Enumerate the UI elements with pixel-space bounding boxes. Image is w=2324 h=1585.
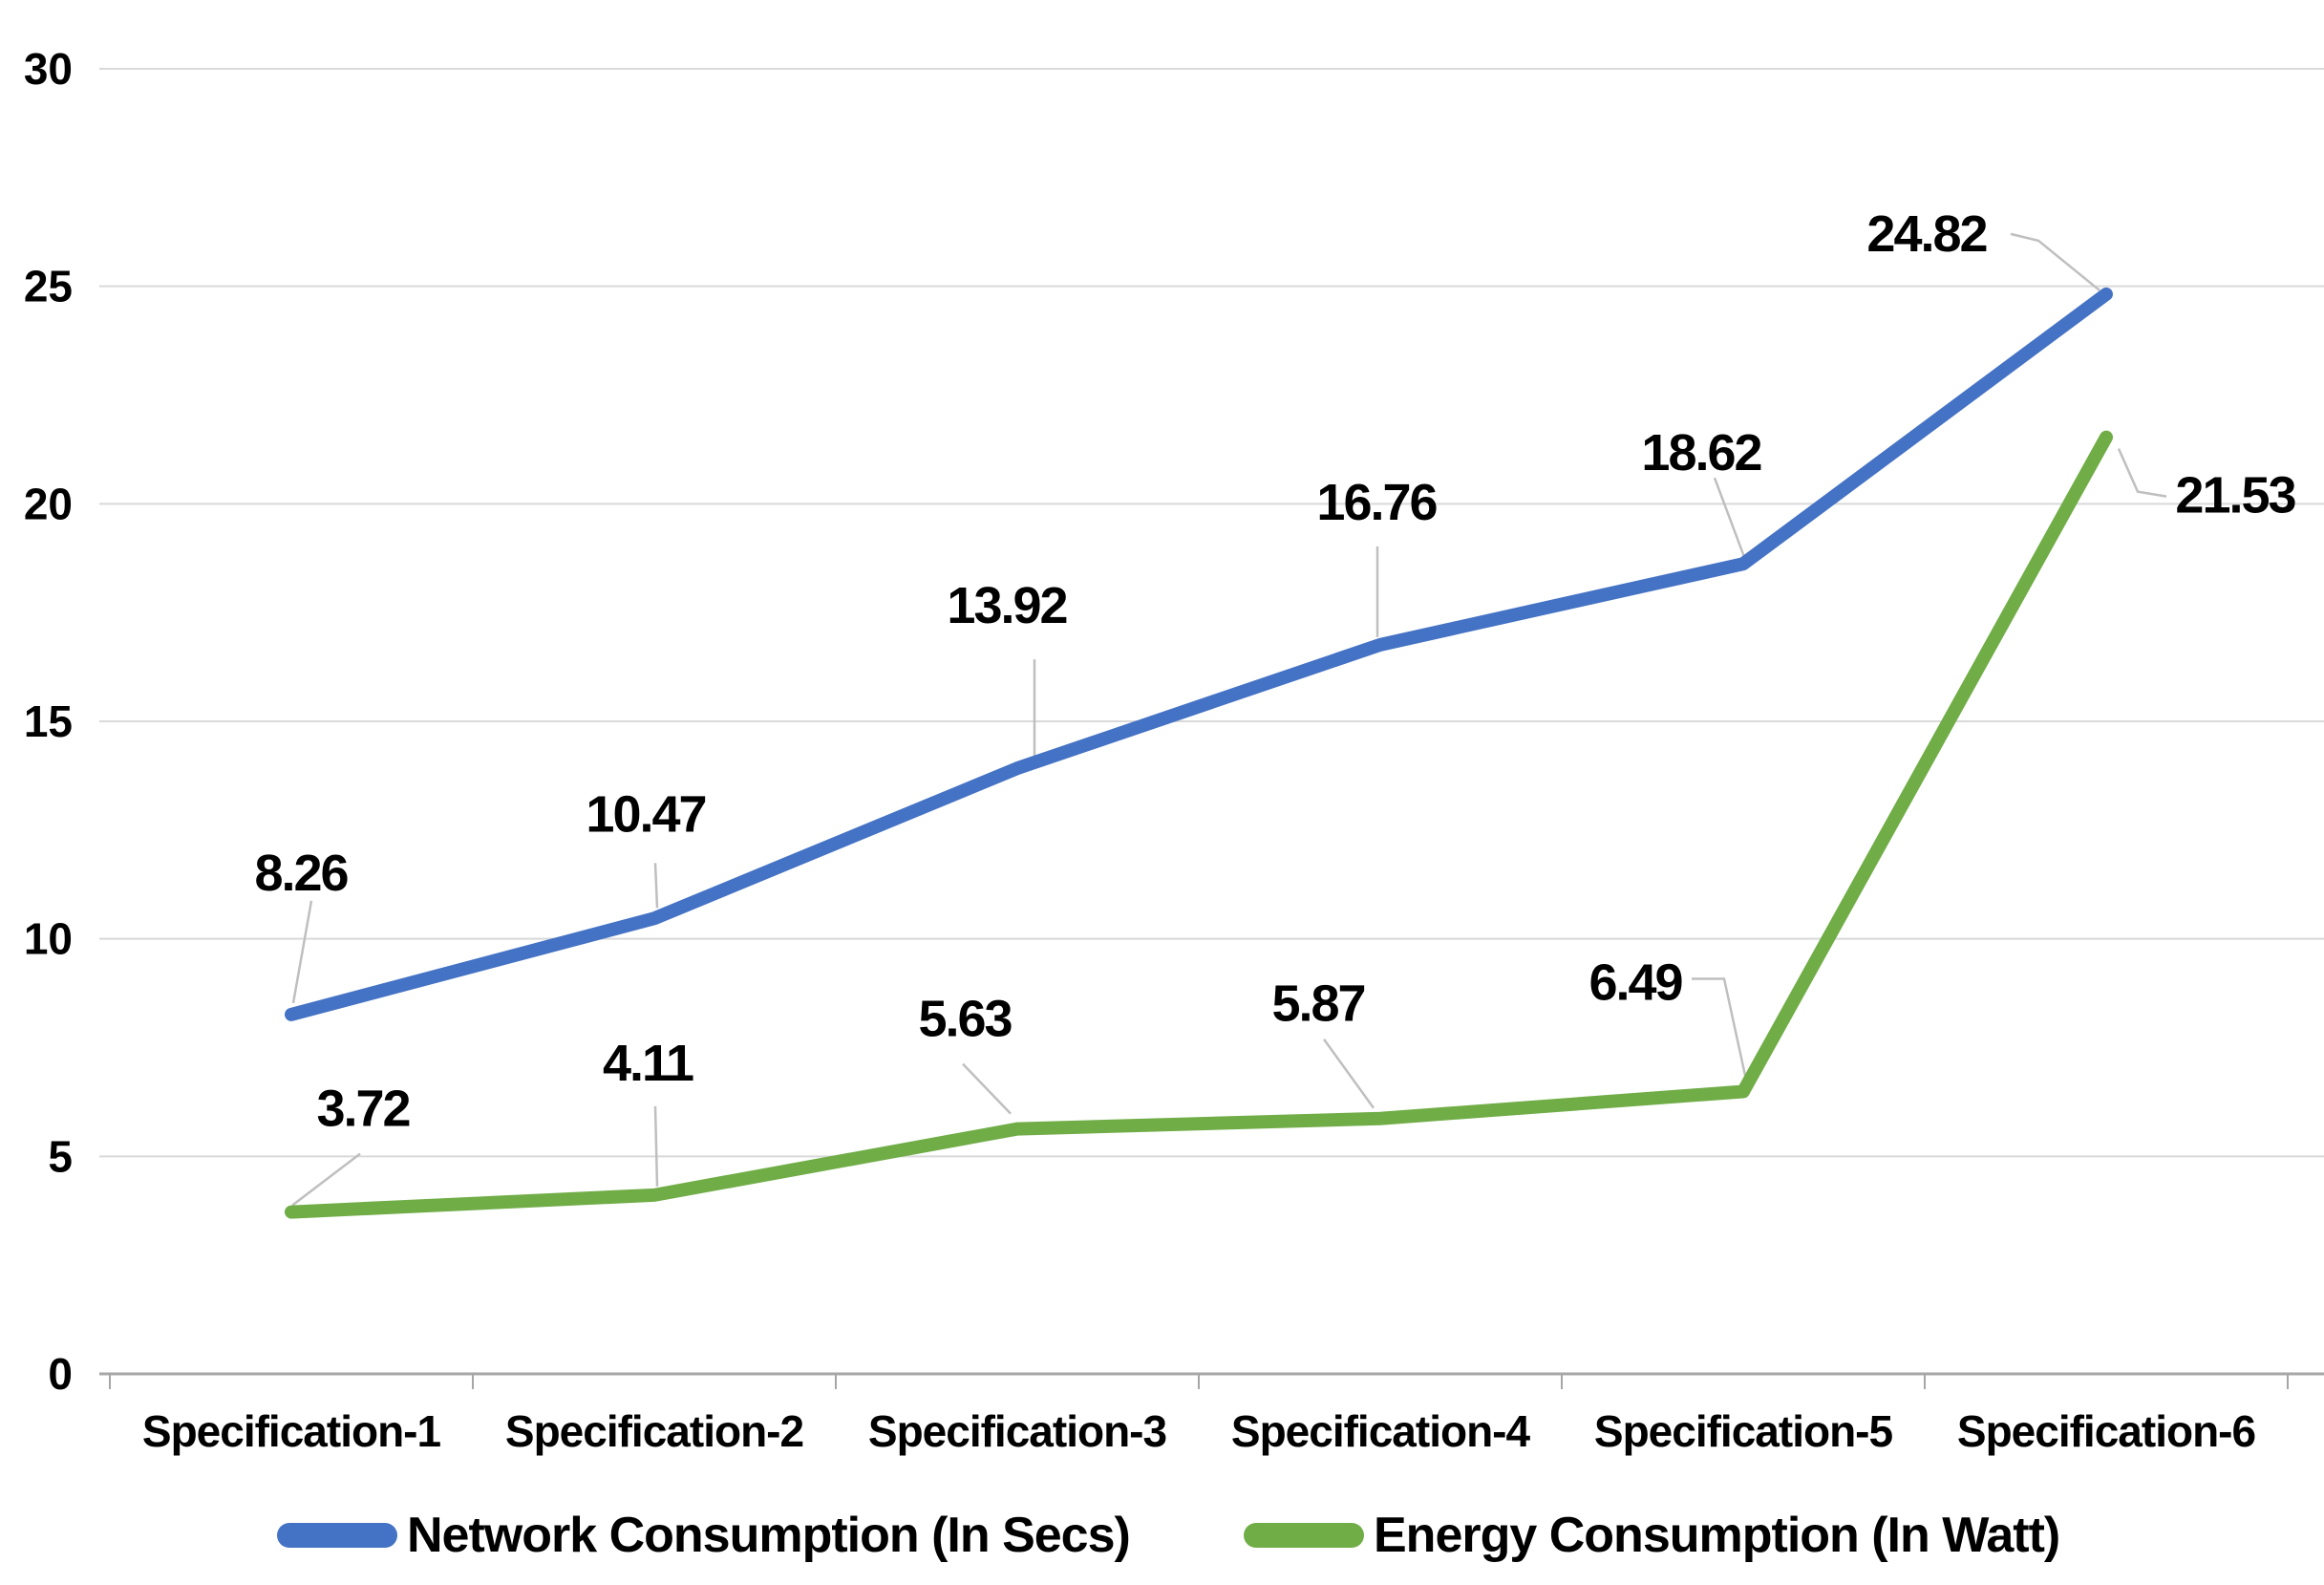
category-label: Specification-5 (1594, 1406, 1893, 1456)
legend-swatch-energy (1244, 1523, 1364, 1548)
data-label-leader-line (291, 900, 313, 1004)
y-axis-tick-label: 25 (24, 262, 73, 311)
data-label: 24.82 (1866, 205, 1986, 263)
legend-label-energy: Energy Consumption (In Watt) (1374, 1508, 2059, 1563)
data-label: 10.47 (586, 785, 705, 843)
y-axis-tick-label: 5 (48, 1131, 73, 1181)
data-label: 8.26 (254, 845, 348, 902)
y-axis-tick-label: 20 (24, 479, 73, 528)
y-axis-tick-label: 15 (24, 696, 73, 746)
leader-lines-group (291, 232, 2167, 1207)
series-group (285, 287, 2113, 1219)
data-label-leader-line (962, 1062, 1012, 1115)
category-label: Specification-2 (505, 1406, 803, 1456)
network-consumption-line (285, 287, 2113, 1021)
data-label: 16.76 (1316, 474, 1437, 531)
data-label-leader-line (1692, 977, 1750, 1089)
gridlines-group (99, 68, 2324, 1158)
data-label-leader-line (1713, 477, 1748, 563)
data-label-leader-line (291, 1152, 361, 1207)
data-label-leader-line (2117, 448, 2167, 498)
data-labels-group: 8.26 10.47 13.92 16.76 18.62 24.82 3.72 4.11 5.6… (254, 205, 2297, 1138)
category-label: Specification-4 (1231, 1406, 1531, 1456)
y-axis-tick-label: 0 (48, 1349, 73, 1399)
data-label-leader-line (1322, 1038, 1375, 1109)
legend-label-network: Network Consumption (In Secs) (407, 1508, 1130, 1563)
data-label-leader-line (653, 863, 659, 909)
data-label: 5.87 (1271, 975, 1364, 1033)
legend-group: Network Consumption (In Secs) Energy Cons… (277, 1508, 2060, 1563)
axis-group: 0 5 10 15 20 25 30 Specification-1 Specification… (24, 44, 2324, 1456)
data-label: 3.72 (316, 1081, 409, 1138)
energy-consumption-line (285, 430, 2113, 1219)
y-axis-tick-label: 10 (24, 914, 73, 964)
data-label-leader-line (653, 1105, 659, 1187)
category-label: Specification-6 (1957, 1406, 2255, 1456)
y-axis-tick-label: 30 (24, 44, 73, 94)
data-label: 21.53 (2175, 467, 2295, 525)
data-label: 4.11 (603, 1035, 693, 1092)
data-label: 6.49 (1588, 953, 1682, 1011)
category-label: Specification-3 (868, 1406, 1166, 1456)
data-label: 13.92 (947, 577, 1066, 634)
legend-swatch-network (277, 1523, 397, 1548)
data-label-leader-line (2010, 232, 2100, 291)
data-label: 18.62 (1641, 424, 1760, 482)
data-label: 5.63 (918, 991, 1012, 1048)
category-label: Specification-1 (142, 1406, 441, 1456)
